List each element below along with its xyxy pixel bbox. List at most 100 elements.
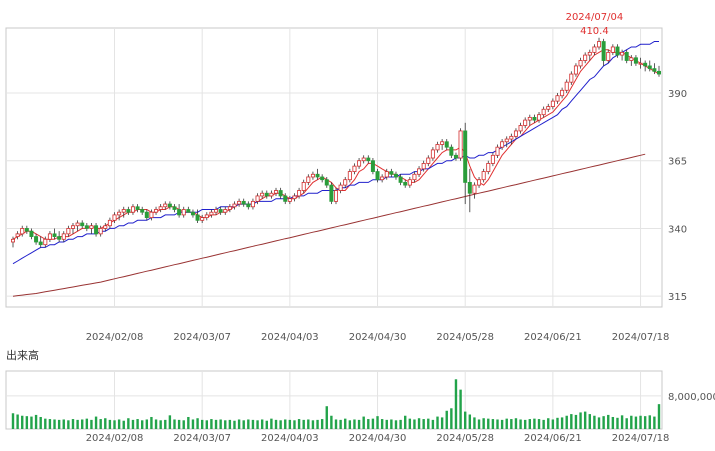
candle-body (541, 108, 546, 116)
candle-body (513, 130, 518, 137)
candle (66, 225, 71, 237)
price-x-tick-label: 2024/03/07 (173, 332, 231, 343)
candle-body (287, 198, 292, 202)
candle (20, 225, 25, 237)
volume-bar (523, 419, 527, 429)
volume-bar (173, 419, 176, 429)
volume-bar (556, 417, 559, 429)
candle (537, 111, 542, 123)
candle (407, 176, 412, 188)
volume-title: 出来高 (6, 348, 39, 362)
candle-body (403, 181, 408, 186)
candle-body (430, 149, 435, 159)
volume-bar (99, 419, 102, 429)
candle (453, 152, 458, 161)
volume-bar (404, 415, 407, 429)
candle (504, 136, 509, 148)
volume-bar (90, 419, 93, 429)
candle (610, 44, 615, 56)
candle (366, 155, 371, 164)
candle (144, 209, 149, 221)
candle-body (149, 211, 154, 219)
candle-body (70, 225, 75, 229)
candle (29, 228, 34, 240)
candle-body (269, 192, 274, 197)
candle-body (620, 51, 625, 56)
volume-bar (67, 420, 70, 429)
candle-body (578, 60, 583, 67)
volume-bar (602, 416, 605, 429)
candle (287, 195, 292, 205)
volume-bar (427, 418, 430, 429)
candle-body (375, 171, 380, 181)
candle (89, 223, 94, 234)
price-plot-frame (5, 27, 663, 308)
volume-bar (16, 414, 19, 429)
price-x-tick-label: 2024/06/21 (524, 332, 582, 343)
volume-bar (85, 418, 89, 429)
candle (587, 49, 592, 61)
candle (112, 212, 117, 224)
volume-bar (288, 419, 292, 429)
candle (467, 168, 472, 213)
volume-bar (477, 419, 481, 429)
candle (513, 128, 518, 140)
candle-body (426, 157, 431, 164)
candle (315, 168, 320, 180)
volume-bar (371, 418, 375, 429)
candle-body (610, 46, 615, 53)
volume-bars (11, 379, 661, 429)
candle (449, 144, 454, 159)
candle (292, 193, 297, 202)
candle-body (103, 225, 108, 229)
candle-body (57, 236, 62, 240)
volume-bar (316, 419, 319, 429)
volume-x-tick-label: 2024/04/03 (261, 433, 319, 444)
candle (167, 201, 172, 210)
volume-bar (505, 418, 508, 429)
candle-body (52, 233, 57, 237)
candle (592, 44, 597, 56)
candle-body (440, 141, 445, 145)
candle (638, 57, 643, 69)
candle (209, 209, 214, 218)
candle (435, 141, 440, 153)
high-annotation: 2024/07/04 410.4 (566, 12, 624, 37)
candle (647, 60, 652, 72)
candle (310, 171, 315, 180)
candle-body (214, 209, 219, 213)
volume-bar (339, 419, 342, 429)
candle (38, 236, 43, 248)
candle (24, 225, 29, 234)
candle-body (200, 217, 205, 221)
volume-bar (233, 420, 236, 429)
volume-bar (496, 419, 499, 429)
candle (10, 236, 15, 248)
volume-bar (367, 419, 370, 429)
candle-body (144, 211, 149, 219)
volume-bar (330, 415, 333, 429)
volume-x-tick-label: 2024/03/07 (173, 433, 231, 444)
candle-body (301, 181, 306, 191)
volume-bar (607, 414, 610, 429)
volume-bar (191, 419, 195, 429)
candle (61, 231, 66, 242)
volume-bar (265, 420, 268, 429)
volume-bar (136, 419, 139, 429)
volume-bar (588, 414, 591, 429)
candle (232, 201, 237, 210)
candle-body (43, 238, 48, 246)
candle-body (333, 190, 338, 202)
candle-body (232, 203, 237, 208)
candle-body (204, 214, 209, 219)
candle-body (117, 211, 122, 216)
candle (135, 204, 140, 213)
volume-bar (611, 416, 615, 429)
candle-body (366, 157, 371, 162)
candle (47, 231, 52, 242)
volume-bar (583, 411, 587, 429)
candle (583, 52, 588, 64)
candle-body (186, 209, 191, 213)
candle (121, 206, 126, 218)
candle-body (274, 190, 279, 194)
